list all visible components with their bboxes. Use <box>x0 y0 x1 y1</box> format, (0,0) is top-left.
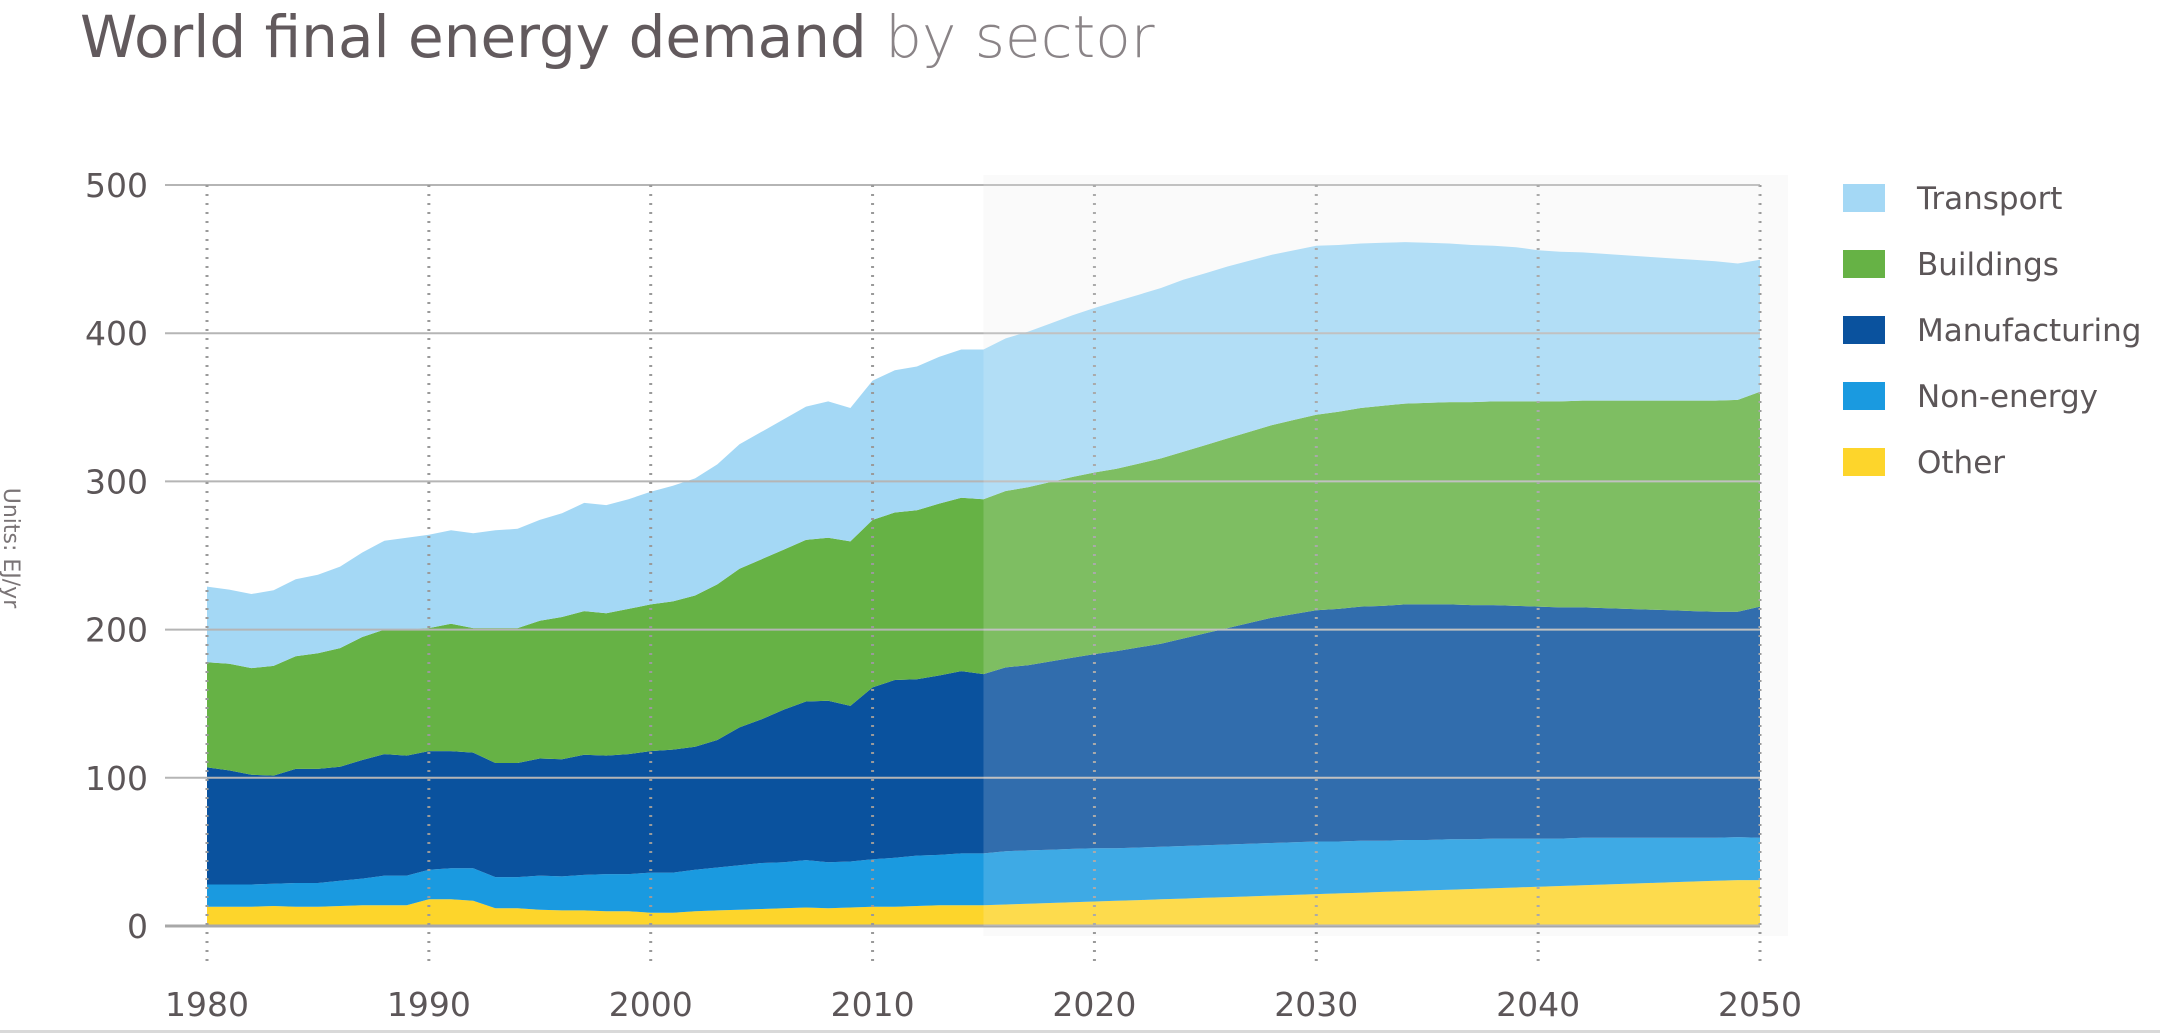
y-tick-label: 400 <box>85 314 148 353</box>
x-tick-label: 2050 <box>1718 985 1802 1024</box>
x-tick-label: 2020 <box>1052 985 1136 1024</box>
legend-label-manufacturing: Manufacturing <box>1917 313 2141 349</box>
x-tick-label: 2010 <box>831 985 915 1024</box>
y-tick-label: 300 <box>85 462 148 501</box>
forecast-shade <box>983 175 1760 926</box>
y-tick-label: 0 <box>127 907 148 946</box>
x-tick-label: 2000 <box>609 985 693 1024</box>
axis-ticks: 0 100 200 300 400 500 1980 1990 2000 2010 2020 2030… <box>85 166 1802 1024</box>
x-tick-label: 2030 <box>1274 985 1358 1024</box>
bottom-divider <box>0 1030 2160 1033</box>
legend-swatch-transport <box>1843 184 1885 212</box>
series-area-buildings <box>207 391 1760 776</box>
forecast-overlay <box>983 175 1760 926</box>
x-tick-label: 2040 <box>1496 985 1580 1024</box>
legend-swatch-manufacturing <box>1843 316 1885 344</box>
chart-title-main: World final energy demand <box>80 3 867 71</box>
series-area-transport <box>207 242 1760 669</box>
y-tick-label: 100 <box>85 759 148 798</box>
legend-label-non-energy: Non-energy <box>1917 379 2098 415</box>
series-area-non-energy <box>207 837 1760 913</box>
chart-subtitle: by sector <box>885 3 1155 71</box>
legend-swatch-non-energy <box>1843 382 1885 410</box>
series-area-manufacturing <box>207 604 1760 885</box>
x-tick-label: 1980 <box>165 985 249 1024</box>
legend-swatch-buildings <box>1843 250 1885 278</box>
x-tick-label: 1990 <box>387 985 471 1024</box>
series-area-other <box>207 880 1760 926</box>
chart-title: World final energy demand by sector <box>80 2 1155 72</box>
legend-label-other: Other <box>1917 445 2005 481</box>
y-tick-label: 500 <box>85 166 148 205</box>
grid-lines <box>165 184 1762 962</box>
legend-swatch-other <box>1843 448 1885 476</box>
legend-label-transport: Transport <box>1916 181 2062 217</box>
legend: Transport Buildings Manufacturing Non-energ… <box>1843 181 2141 481</box>
y-axis-label: Units: EJ/yr <box>0 488 23 609</box>
legend-label-buildings: Buildings <box>1917 247 2059 283</box>
y-tick-label: 200 <box>85 611 148 650</box>
stacked-areas <box>207 242 1760 926</box>
